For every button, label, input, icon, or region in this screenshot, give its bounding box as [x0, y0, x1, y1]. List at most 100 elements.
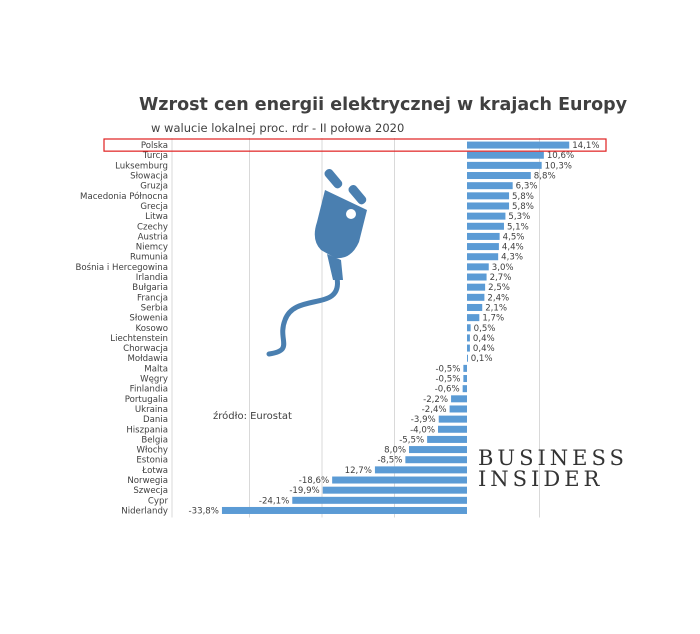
- category-label-3: Słowacja: [130, 172, 168, 182]
- category-label-22: Malta: [144, 364, 168, 374]
- bar-9: [467, 232, 500, 240]
- bar-13: [467, 273, 487, 281]
- value-label-0: 14,1%: [572, 141, 599, 151]
- category-label-18: Kosowo: [136, 324, 169, 334]
- category-label-32: Łotwa: [141, 466, 168, 476]
- category-label-29: Belgia: [141, 435, 168, 445]
- value-label-8: 5,1%: [507, 222, 529, 232]
- category-label-9: Austria: [138, 232, 168, 242]
- value-label-13: 2,7%: [490, 273, 512, 283]
- bar-31: [405, 456, 467, 464]
- category-label-8: Czechy: [137, 222, 168, 232]
- logo-line-1: BUSINESS: [478, 446, 628, 470]
- bar-7: [467, 212, 506, 220]
- category-label-10: Niemcy: [136, 243, 168, 253]
- category-label-34: Szwecja: [133, 486, 168, 496]
- bar-1: [467, 151, 544, 159]
- category-label-35: Cypr: [148, 496, 169, 506]
- category-label-4: Gruzja: [140, 182, 168, 192]
- value-label-35: -24,1%: [259, 496, 289, 506]
- gridlines: [171, 138, 540, 518]
- value-label-24: -0,6%: [435, 385, 460, 395]
- bar-14: [467, 283, 486, 291]
- value-label-36: -33,8%: [189, 506, 219, 516]
- value-label-4: 6,3%: [516, 182, 538, 192]
- bar-2: [467, 161, 542, 169]
- bar-18: [467, 324, 471, 332]
- value-label-2: 10,3%: [545, 161, 572, 171]
- category-label-27: Dania: [143, 415, 168, 425]
- value-label-27: -3,9%: [411, 415, 436, 425]
- category-label-12: Bośnia i Hercegowina: [75, 262, 168, 273]
- chart-subtitle: w walucie lokalnej proc. rdr - II połowa…: [151, 121, 405, 135]
- value-label-31: -8,5%: [377, 456, 402, 466]
- value-label-5: 5,8%: [512, 192, 534, 202]
- bar-28: [438, 425, 467, 433]
- category-label-7: Litwa: [145, 212, 168, 222]
- category-label-30: Włochy: [137, 446, 168, 456]
- bars: [221, 141, 570, 514]
- category-label-24: Finlandia: [130, 385, 168, 395]
- value-label-12: 3,0%: [492, 263, 514, 273]
- bar-0: [467, 141, 570, 149]
- category-label-6: Grecja: [140, 202, 168, 212]
- bar-34: [322, 486, 467, 494]
- value-label-30: 8,0%: [384, 446, 406, 456]
- bar-8: [467, 222, 504, 230]
- value-label-3: 8,8%: [534, 172, 556, 182]
- value-labels: 14,1%10,6%10,3%8,8%6,3%5,8%5,8%5,3%5,1%4…: [189, 141, 600, 516]
- category-label-14: Bułgaria: [132, 283, 168, 293]
- bar-3: [467, 172, 531, 180]
- value-label-33: -18,6%: [299, 476, 329, 486]
- value-label-21: 0,1%: [471, 354, 493, 364]
- category-label-15: Francja: [137, 293, 168, 303]
- chart-title: Wzrost cen energii elektrycznej w krajac…: [139, 95, 628, 115]
- category-label-17: Słowenia: [129, 314, 168, 324]
- category-label-26: Ukraina: [135, 405, 168, 415]
- value-label-26: -2,4%: [422, 405, 447, 415]
- bar-33: [332, 476, 467, 484]
- category-labels: PolskaTurcjaLuksemburgSłowacjaGruzjaMace…: [75, 141, 168, 516]
- value-label-15: 2,4%: [487, 293, 509, 303]
- value-label-32: 12,7%: [345, 466, 372, 476]
- bar-29: [427, 435, 467, 443]
- value-label-22: -0,5%: [435, 364, 460, 374]
- category-label-19: Liechtenstein: [110, 334, 168, 344]
- value-label-29: -5,5%: [399, 435, 424, 445]
- category-label-2: Luksemburg: [115, 161, 168, 171]
- value-label-7: 5,3%: [508, 212, 530, 222]
- highlight-box: [103, 138, 607, 152]
- category-label-23: Węgry: [140, 375, 168, 385]
- category-label-20: Chorwacja: [123, 344, 168, 354]
- bar-15: [467, 293, 485, 301]
- value-label-20: 0,4%: [473, 344, 495, 354]
- bar-12: [467, 263, 489, 271]
- value-label-11: 4,3%: [501, 253, 523, 263]
- value-label-18: 0,5%: [474, 324, 496, 334]
- bar-19: [467, 334, 470, 342]
- bar-35: [292, 496, 467, 504]
- category-label-5: Macedonia Północna: [80, 191, 168, 202]
- category-label-1: Turcja: [142, 151, 168, 161]
- category-label-36: Niderlandy: [121, 506, 168, 516]
- value-label-16: 2,1%: [485, 303, 507, 313]
- value-label-34: -19,9%: [289, 486, 319, 496]
- category-label-13: Irlandia: [136, 273, 168, 283]
- bar-30: [409, 446, 467, 454]
- category-label-21: Mołdawia: [127, 354, 168, 364]
- value-label-14: 2,5%: [488, 283, 510, 293]
- value-label-9: 4,5%: [503, 232, 525, 242]
- business-insider-logo: BUSINESS INSIDER: [478, 448, 628, 490]
- value-label-25: -2,2%: [423, 395, 448, 405]
- value-label-10: 4,4%: [502, 243, 524, 253]
- value-label-28: -4,0%: [410, 425, 435, 435]
- source-note: źródło: Eurostat: [213, 411, 292, 422]
- bar-23: [463, 375, 467, 383]
- bar-27: [438, 415, 467, 423]
- category-label-33: Norwegia: [127, 476, 168, 486]
- bar-24: [462, 385, 467, 393]
- value-label-1: 10,6%: [547, 151, 574, 161]
- category-label-25: Portugalia: [125, 395, 168, 405]
- category-label-28: Hiszpania: [126, 425, 168, 435]
